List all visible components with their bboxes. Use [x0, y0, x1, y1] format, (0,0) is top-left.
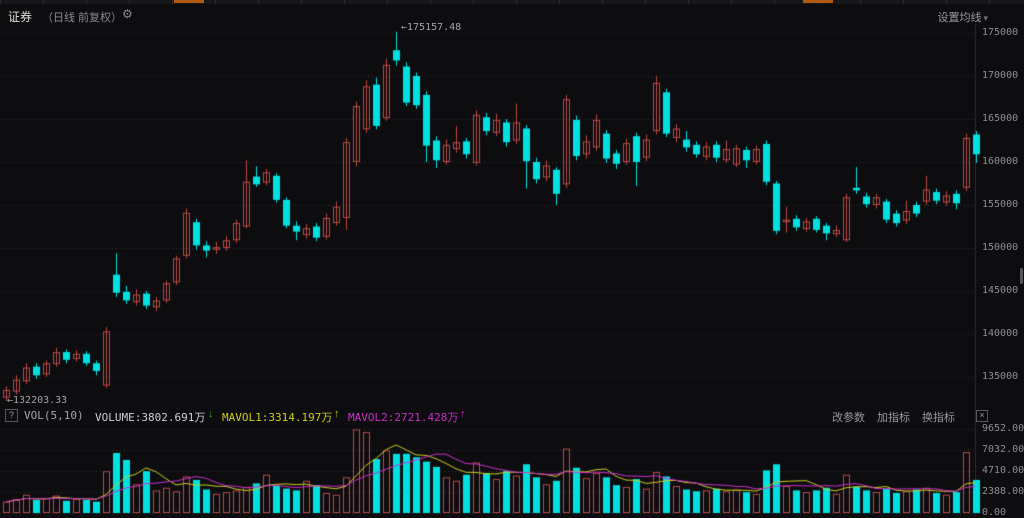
volume-value: VOLUME:3802.691万: [95, 411, 206, 424]
indicator-name: VOL(5,10): [24, 409, 84, 422]
low-price-annotation: ←132203.33: [7, 395, 68, 406]
price-axis-label: 145000: [982, 285, 1019, 296]
mavol1-value: MAVOL1:3314.197万: [222, 411, 333, 424]
volume-down-arrow-icon: ↓: [208, 408, 214, 420]
price-axis-label: 140000: [982, 328, 1019, 339]
mavol1-up-arrow-icon: ↑: [334, 408, 340, 420]
close-indicator-icon[interactable]: ×: [976, 410, 988, 422]
high-price-annotation: ←175157.48: [401, 22, 462, 33]
volume-axis-label: 4710.00: [982, 465, 1024, 476]
volume-axis-label: 7032.00: [982, 444, 1024, 455]
price-axis-label: 135000: [982, 371, 1019, 382]
volume-axis-label: 2388.00: [982, 486, 1024, 497]
price-axis-label: 165000: [982, 113, 1019, 124]
price-axis-label: 175000: [982, 27, 1019, 38]
price-axis-label: 150000: [982, 242, 1019, 253]
indicator-action-link[interactable]: 加指标: [877, 412, 910, 424]
price-axis-label: 160000: [982, 156, 1019, 167]
indicator-action-link[interactable]: 改参数: [832, 412, 865, 424]
volume-axis-label: 0.00: [982, 507, 1007, 518]
mavol2-value: MAVOL2:2721.428万: [348, 411, 459, 424]
vertical-scrollbar-thumb[interactable]: [1020, 268, 1023, 284]
price-axis-label: 170000: [982, 70, 1019, 81]
volume-indicator-header: ? VOL(5,10) VOLUME:3802.691万 ↓ MAVOL1:33…: [0, 408, 1024, 424]
help-icon[interactable]: ?: [5, 409, 18, 422]
price-axis-label: 155000: [982, 199, 1019, 210]
indicator-action-link[interactable]: 换指标: [922, 412, 955, 424]
volume-axis-label: 9652.00: [982, 423, 1024, 434]
mavol2-up-arrow-icon: ↑: [460, 408, 466, 420]
indicator-actions: 改参数 加指标 换指标: [820, 409, 955, 425]
